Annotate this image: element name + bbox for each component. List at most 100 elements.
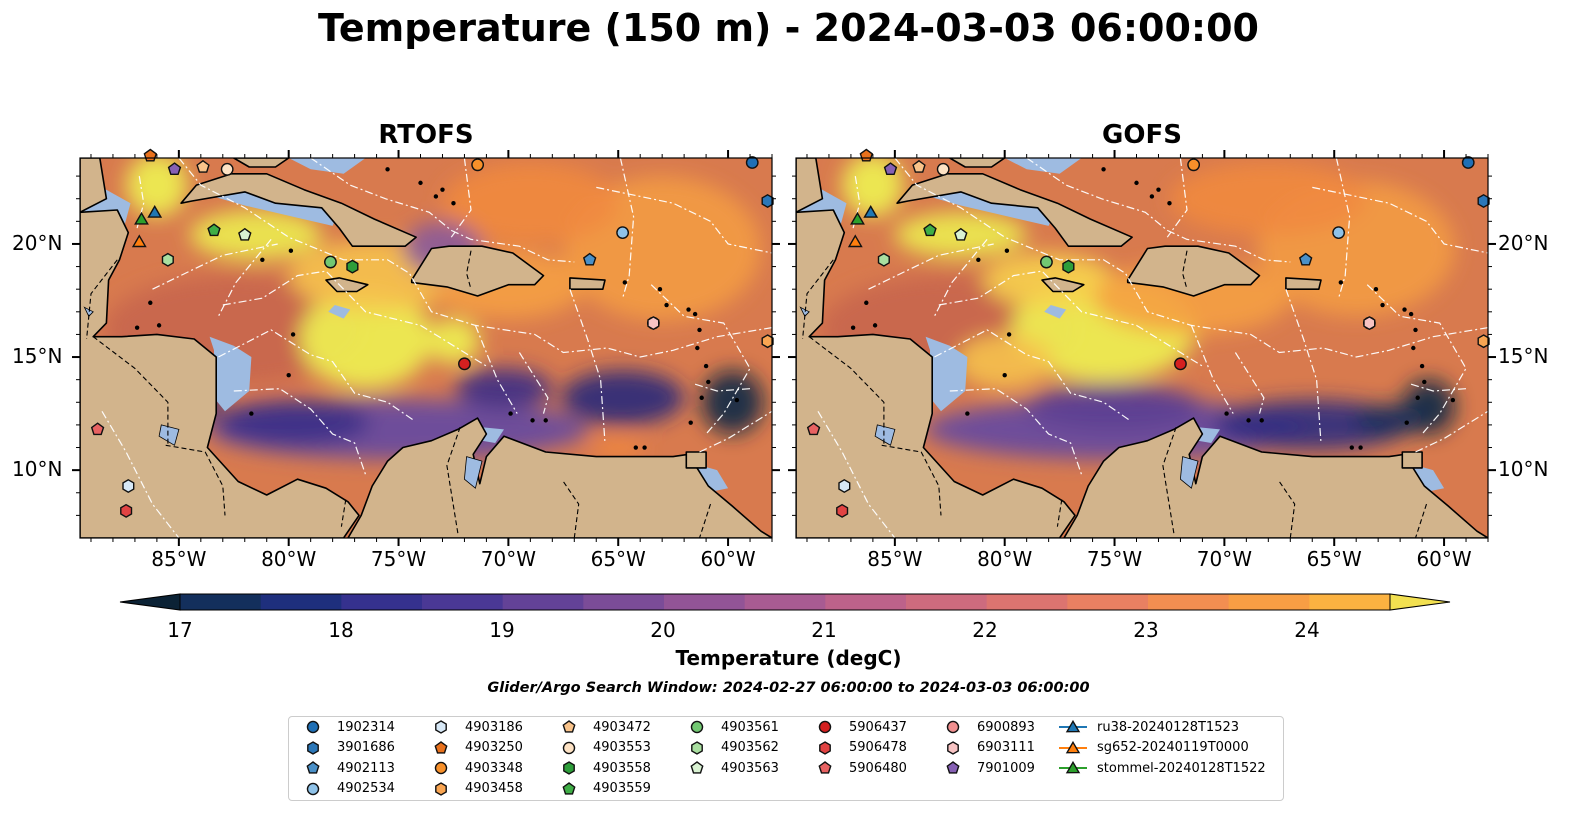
legend-marker: [306, 761, 320, 774]
lon-tick-label: 70°W: [480, 547, 536, 571]
legend-item: 1902314: [297, 717, 395, 737]
marker-4903472: [196, 159, 210, 173]
marker-7901009: [167, 162, 182, 175]
circle-marker-icon: [946, 720, 960, 734]
marker-4903558: [1062, 259, 1075, 274]
marker-4903348: [1187, 158, 1201, 172]
colorbar-tick-label: 21: [811, 618, 837, 642]
marker-5906437: [1174, 357, 1187, 371]
legend-item-label: 4903553: [593, 740, 651, 755]
marker-sg652-20240119T0000: [131, 234, 147, 248]
legend-item: 4903250: [425, 738, 523, 758]
marker-sg652-20240119T0000: [847, 234, 863, 248]
legend-marker: [562, 741, 576, 754]
circle-marker-icon: [818, 720, 832, 734]
marker-4903559: [923, 223, 937, 237]
legend-item-label: stommel-20240128T1522: [1097, 760, 1266, 776]
legend-item: 7901009: [937, 758, 1035, 778]
marker-4903559: [207, 223, 221, 237]
legend-marker: [818, 720, 832, 734]
marker-4903561: [1040, 255, 1053, 269]
colorbar-tick-label: 20: [650, 618, 676, 642]
legend-item: 4903562: [681, 738, 779, 758]
pentagon-marker-icon: [818, 761, 832, 774]
marker-4903458: [761, 334, 774, 349]
legend: 1902314 3901686 4902113 4902534 4903186 49032…: [288, 716, 1284, 801]
legend-marker: [434, 761, 448, 775]
hexagon-marker-icon: [819, 740, 831, 755]
legend-item: 5906478: [809, 738, 907, 758]
lon-tick-label: 60°W: [700, 547, 756, 571]
legend-item: 4903186: [425, 717, 523, 737]
pentagon-marker-icon: [562, 781, 576, 795]
legend-marker: [691, 740, 703, 755]
glider-triangle-icon: [1059, 760, 1087, 774]
legend-marker: [306, 782, 320, 795]
marker-4903562: [161, 252, 174, 267]
colorbar: [119, 593, 1451, 611]
colorbar-tick-label: 19: [489, 618, 515, 642]
legend-item-label: 3901686: [337, 740, 395, 755]
lon-tick-label: 70°W: [1196, 547, 1252, 571]
circle-marker-icon: [434, 761, 448, 775]
legend-marker: [819, 740, 831, 755]
legend-marker: [690, 761, 704, 774]
marker-4903563: [954, 227, 968, 241]
legend-item-label: ru38-20240128T1523: [1097, 719, 1240, 735]
lat-tick-label-right: 10°N: [1498, 457, 1549, 482]
circle-marker-icon: [690, 720, 704, 734]
figure-title: Temperature (150 m) - 2024-03-03 06:00:0…: [317, 6, 1259, 50]
legend-item-label: 4903558: [593, 760, 651, 776]
legend-item-label: 5906480: [849, 760, 907, 776]
legend-item-label: sg652-20240119T0000: [1097, 740, 1249, 755]
map-panel-gofs: [788, 148, 1496, 546]
legend-item-label: 5906437: [849, 719, 907, 735]
glider-triangle-icon: [1059, 740, 1087, 753]
legend-item: ru38-20240128T1523: [1057, 717, 1239, 737]
legend-marker: [562, 720, 576, 733]
marker-6903111: [1363, 316, 1376, 331]
hexagon-marker-icon: [307, 740, 319, 755]
panel-title-rtofs: RTOFS: [378, 120, 474, 150]
legend-item: 4903458: [425, 779, 523, 799]
marker-4903561: [324, 255, 337, 269]
hexagon-marker-icon: [435, 781, 447, 796]
marker-3901686: [1477, 193, 1490, 209]
search-window-text: Glider/Argo Search Window: 2024-02-27 06…: [487, 680, 1090, 696]
pentagon-marker-icon: [690, 761, 704, 774]
colorbar-tick-label: 18: [328, 618, 354, 642]
marker-7901009: [883, 162, 898, 175]
marker-4903472: [912, 159, 926, 173]
circle-marker-icon: [562, 741, 576, 754]
legend-marker: [562, 781, 576, 795]
marker-4903186: [122, 478, 135, 494]
legend-item-label: 7901009: [977, 760, 1035, 776]
legend-item-label: 4903458: [465, 781, 523, 796]
marker-4903250: [143, 148, 158, 162]
legend-marker: [307, 740, 319, 755]
marker-5906480: [90, 422, 105, 436]
hexagon-marker-icon: [563, 761, 575, 775]
marker-4903250: [859, 148, 874, 162]
marker-3901686: [761, 193, 774, 209]
lat-tick-label-left: 15°N: [12, 344, 63, 369]
marker-4903563: [238, 227, 252, 241]
lat-tick-label-right: 20°N: [1498, 230, 1549, 255]
legend-marker: [563, 761, 575, 775]
colorbar-tick-label: 23: [1133, 618, 1159, 642]
colorbar-tick-label: 22: [972, 618, 998, 642]
marker-stommel-20240128T1522: [134, 211, 149, 225]
legend-item-label: 4903250: [465, 740, 523, 755]
legend-item-label: 4903559: [593, 781, 651, 796]
legend-item-label: 4903186: [465, 719, 523, 735]
marker-1902314: [745, 156, 759, 169]
legend-marker: [306, 720, 320, 734]
legend-marker: [946, 720, 960, 734]
marker-4903558: [346, 259, 359, 274]
lat-tick-label-left: 20°N: [12, 230, 63, 255]
legend-item: 4903348: [425, 758, 523, 778]
legend-item: 4903553: [553, 738, 651, 758]
marker-4903562: [877, 252, 890, 267]
legend-item: 3901686: [297, 738, 395, 758]
pentagon-marker-icon: [562, 720, 576, 733]
